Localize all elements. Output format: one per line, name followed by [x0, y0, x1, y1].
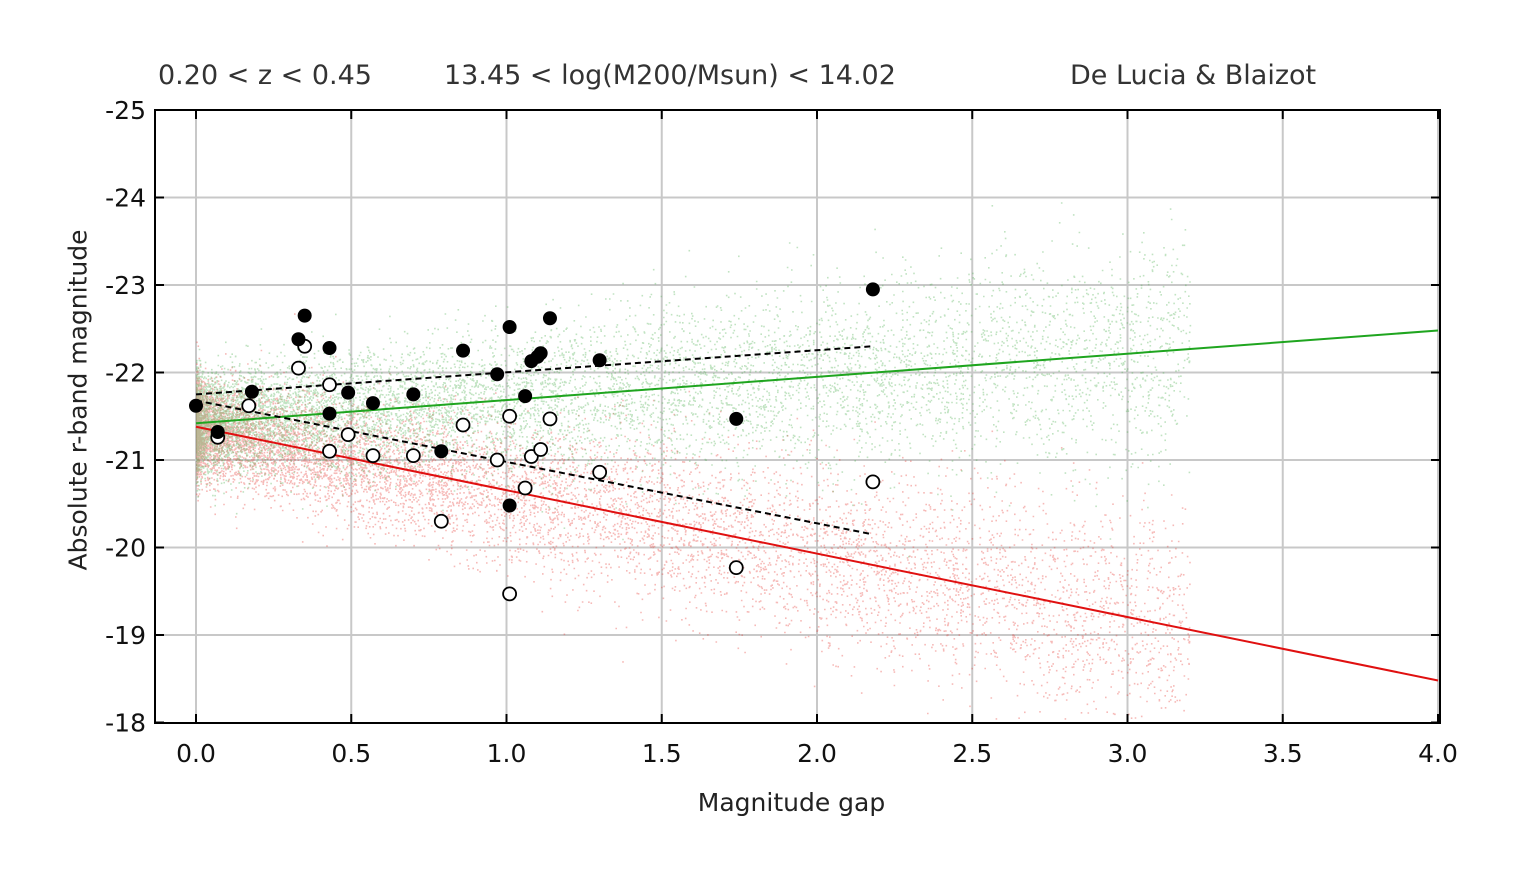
x-tick-label: 2.5 — [952, 739, 992, 768]
filled-circle-point — [490, 367, 505, 382]
x-tick-label: 1.5 — [642, 739, 682, 768]
open-circle-point — [322, 443, 337, 459]
y-tick-label: -21 — [105, 446, 146, 475]
open-circle-point — [542, 411, 558, 427]
open-circle-point — [517, 480, 533, 496]
y-tick-label: -24 — [105, 184, 146, 213]
density-cloud — [196, 202, 1192, 558]
x-tick-label: 0.0 — [176, 739, 216, 768]
open-circle-point — [865, 474, 881, 490]
filled-circle-point — [297, 308, 312, 323]
filled-circle-point — [291, 332, 306, 347]
open-circle-point — [502, 586, 518, 602]
filled-circle-point — [210, 425, 225, 439]
open-circle-point — [291, 360, 306, 376]
filled-circle-point — [865, 282, 880, 297]
dashed-fit-line — [195, 345, 873, 396]
y-tick-label: -22 — [105, 359, 146, 388]
x-tick-label: 4.0 — [1418, 739, 1458, 768]
filled-circle-point — [518, 389, 533, 404]
x-tick-label: 3.5 — [1263, 739, 1303, 768]
x-axis-label: Magnitude gap — [697, 788, 886, 817]
y-tick-label: -23 — [105, 271, 146, 300]
filled-circle-point — [456, 343, 471, 358]
filled-circle-point — [542, 311, 557, 326]
open-circle-point — [728, 560, 744, 576]
y-tick-label: -19 — [105, 621, 146, 650]
y-axis-label: Absolute r-band magnitude — [63, 229, 93, 571]
dashed-fit-line — [195, 399, 874, 536]
open-circle-point — [489, 452, 505, 468]
filled-circle-point — [365, 396, 380, 411]
redshift-range-label: 0.20 < z < 0.45 — [158, 60, 372, 91]
open-circle-point — [365, 448, 381, 464]
density-cloud-points — [196, 202, 1192, 558]
filled-circle-point — [502, 498, 517, 513]
open-circle-point — [433, 513, 449, 529]
data-points — [189, 282, 881, 602]
x-tick-label: 3.0 — [1108, 739, 1148, 768]
filled-circle-point — [244, 384, 259, 399]
open-circle-point — [533, 442, 549, 457]
y-tick-label: -20 — [105, 534, 146, 563]
open-circle-point — [592, 464, 608, 480]
filled-circle-point — [322, 406, 337, 421]
axis-ticks: 0.0 0.5 1.0 1.5 2.0 2.5 3.0 3.5 4.0 -25 -24 -23 -22 -… — [105, 96, 1458, 768]
y-tick-label: -25 — [105, 96, 146, 125]
grid-lines — [155, 110, 1440, 723]
x-tick-label: 1.0 — [487, 739, 527, 768]
y-tick-label: -18 — [105, 709, 146, 738]
filled-circle-point — [189, 398, 203, 413]
x-tick-label: 0.5 — [331, 739, 371, 768]
green-fit-line — [195, 329, 1439, 425]
filled-circle-point — [533, 346, 548, 361]
model-density-clouds — [196, 202, 1192, 723]
filled-circle-point — [434, 444, 449, 459]
filled-circle-point — [406, 387, 421, 402]
fit-lines — [195, 329, 1439, 682]
red-fit-line — [195, 425, 1439, 682]
x-tick-label: 2.0 — [797, 739, 837, 768]
filled-circle-point — [322, 341, 337, 355]
open-circle-point — [340, 427, 356, 443]
filled-circle-point — [592, 353, 607, 368]
open-circle-point — [405, 448, 421, 464]
filled-circle-point — [341, 385, 356, 400]
mass-range-label: 13.45 < log(M200/Msun) < 14.02 — [444, 60, 896, 91]
open-circle-point — [455, 417, 471, 433]
open-circle-point — [502, 408, 518, 424]
open-circle-point — [241, 398, 257, 414]
filled-circle-point — [729, 411, 744, 426]
model-label: De Lucia & Blaizot — [1070, 60, 1317, 91]
plot-frame — [154, 109, 1441, 724]
open-circle-point — [322, 377, 337, 393]
filled-circle-point — [502, 320, 517, 334]
